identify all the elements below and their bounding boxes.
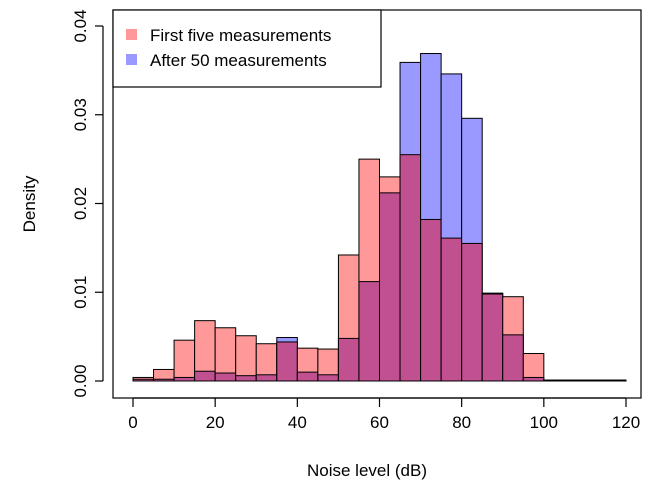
- histogram-bar-overlap: [173, 376, 196, 382]
- histogram-bar-overlap: [563, 379, 586, 382]
- histogram-bar-overlap: [399, 154, 422, 382]
- legend-label: After 50 measurements: [150, 51, 327, 70]
- histogram-bar-overlap: [420, 218, 442, 382]
- histogram-bar-overlap: [132, 378, 155, 382]
- y-tick-label: 0.01: [71, 276, 90, 309]
- x-tick-label: 20: [206, 413, 225, 432]
- histogram-bar-overlap: [296, 371, 319, 382]
- x-tick-label: 80: [452, 413, 471, 432]
- histogram-bar-first-five: [173, 339, 196, 382]
- x-tick-label: 0: [128, 413, 137, 432]
- histogram-bar-overlap: [153, 378, 175, 382]
- histogram-bar-overlap: [481, 293, 504, 382]
- histogram-bar-first-five: [235, 335, 257, 382]
- y-tick-label: 0.00: [71, 364, 90, 397]
- histogram-bar-overlap: [214, 372, 237, 382]
- x-tick-label: 40: [288, 413, 307, 432]
- histogram-bar-overlap: [358, 281, 381, 382]
- bars-layer: [132, 53, 627, 382]
- histogram-bar-overlap: [543, 379, 565, 382]
- legend-box: [112, 9, 382, 88]
- x-tick-label: 120: [612, 413, 640, 432]
- histogram-bar-overlap: [461, 242, 483, 382]
- y-axis-title: Density: [20, 175, 39, 232]
- x-axis-title: Noise level (dB): [307, 461, 427, 480]
- histogram-bar-overlap: [255, 374, 278, 382]
- histogram-bar-first-five: [522, 352, 545, 382]
- histogram-bar-overlap: [276, 341, 298, 382]
- histogram-bar-overlap: [522, 376, 545, 382]
- histogram-bar-overlap: [604, 379, 627, 382]
- histogram-bar-overlap: [337, 337, 360, 382]
- y-axis: 0.00 0.01 0.02 0.03 0.04: [71, 9, 104, 398]
- y-tick-label: 0.04: [71, 9, 90, 42]
- histogram-bar-overlap: [317, 374, 339, 382]
- legend: First five measurements After 50 measurem…: [112, 9, 382, 88]
- histogram-bar-overlap: [502, 334, 524, 382]
- x-axis: 0 20 40 60 80 100 120: [128, 397, 640, 432]
- x-tick-label: 60: [370, 413, 389, 432]
- x-tick-label: 100: [530, 413, 558, 432]
- histogram-bar-overlap: [584, 379, 606, 382]
- y-tick-label: 0.02: [71, 187, 90, 220]
- histogram-bar-overlap: [379, 192, 401, 382]
- histogram-bar-overlap: [440, 237, 463, 382]
- legend-swatch: [126, 54, 137, 65]
- histogram-bar-overlap: [235, 375, 257, 382]
- legend-swatch: [126, 29, 137, 40]
- legend-label: First five measurements: [150, 26, 331, 45]
- y-tick-label: 0.03: [71, 98, 90, 131]
- histogram-bar-overlap: [194, 370, 216, 382]
